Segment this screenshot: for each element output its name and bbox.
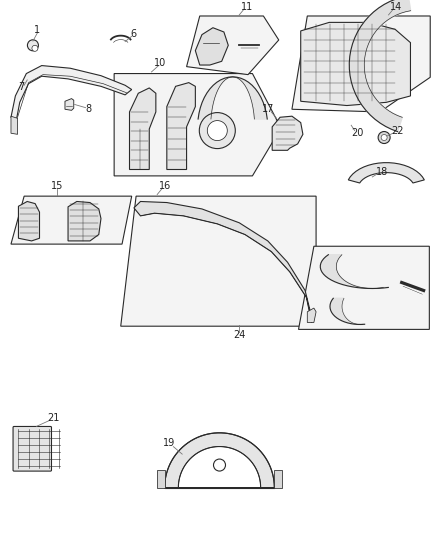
Text: 18: 18 bbox=[375, 167, 387, 176]
Polygon shape bbox=[272, 116, 302, 150]
Text: 11: 11 bbox=[240, 2, 252, 12]
Polygon shape bbox=[11, 196, 131, 244]
Text: 14: 14 bbox=[389, 2, 401, 12]
Polygon shape bbox=[195, 28, 228, 65]
Polygon shape bbox=[274, 470, 282, 488]
Circle shape bbox=[207, 120, 227, 141]
Text: 16: 16 bbox=[158, 181, 170, 191]
Polygon shape bbox=[329, 298, 364, 325]
Text: 1: 1 bbox=[34, 25, 40, 35]
Polygon shape bbox=[164, 433, 274, 488]
Circle shape bbox=[213, 459, 225, 471]
Polygon shape bbox=[320, 255, 388, 288]
Polygon shape bbox=[11, 116, 18, 134]
Polygon shape bbox=[129, 88, 155, 169]
Text: 22: 22 bbox=[390, 126, 403, 136]
Text: 7: 7 bbox=[18, 83, 24, 92]
Polygon shape bbox=[300, 22, 410, 106]
Polygon shape bbox=[307, 308, 315, 322]
Text: 19: 19 bbox=[162, 439, 175, 448]
Polygon shape bbox=[114, 74, 280, 176]
Polygon shape bbox=[11, 66, 131, 120]
Polygon shape bbox=[18, 201, 39, 241]
Polygon shape bbox=[166, 83, 195, 169]
Circle shape bbox=[377, 132, 389, 143]
FancyBboxPatch shape bbox=[13, 426, 51, 471]
Circle shape bbox=[32, 45, 38, 51]
Text: 24: 24 bbox=[233, 330, 245, 340]
Text: 15: 15 bbox=[51, 181, 63, 191]
Circle shape bbox=[27, 40, 39, 51]
Polygon shape bbox=[291, 16, 429, 112]
Polygon shape bbox=[134, 201, 311, 322]
Text: 10: 10 bbox=[154, 58, 166, 68]
Text: 21: 21 bbox=[47, 414, 60, 423]
Polygon shape bbox=[186, 16, 278, 75]
Polygon shape bbox=[349, 0, 410, 132]
Text: 17: 17 bbox=[261, 104, 273, 114]
Polygon shape bbox=[120, 196, 315, 326]
Polygon shape bbox=[298, 246, 428, 329]
Polygon shape bbox=[65, 99, 74, 110]
Text: 20: 20 bbox=[351, 128, 363, 138]
Text: 6: 6 bbox=[131, 29, 137, 38]
Circle shape bbox=[380, 134, 386, 141]
Polygon shape bbox=[68, 201, 101, 241]
Text: 8: 8 bbox=[85, 104, 92, 114]
Circle shape bbox=[199, 112, 235, 149]
Polygon shape bbox=[198, 77, 267, 119]
Polygon shape bbox=[347, 163, 424, 183]
Polygon shape bbox=[156, 470, 164, 488]
